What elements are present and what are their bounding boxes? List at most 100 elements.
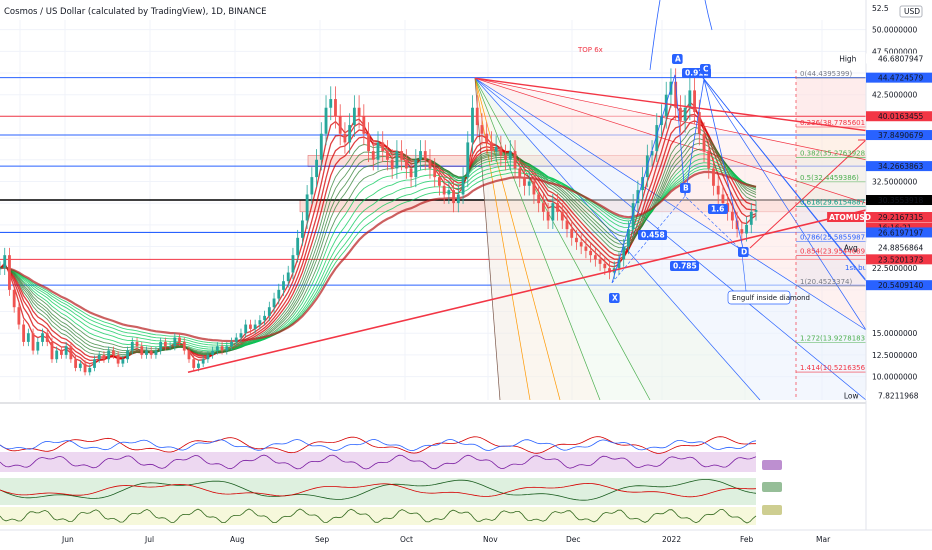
candle-body [97, 354, 101, 360]
projection-arrow [749, 139, 867, 249]
fan-line [474, 78, 601, 401]
candle-body [622, 246, 626, 260]
candle-body [362, 116, 366, 134]
candle-body [334, 99, 337, 117]
candle-body [537, 194, 541, 204]
candle-body [111, 350, 115, 355]
fib-label: 1.272(13.9278183) [800, 335, 868, 343]
candle-body [575, 237, 578, 243]
candle-body [211, 350, 215, 355]
candle-body [55, 350, 59, 360]
candle-body [149, 350, 153, 355]
candle-body [499, 146, 503, 156]
candle-body [730, 211, 734, 221]
candle-body [74, 359, 78, 368]
candle-body [220, 346, 224, 351]
price-axis[interactable] [866, 0, 932, 530]
ratio-xb-box [638, 230, 667, 240]
candle-body [584, 246, 588, 251]
x-tick-label: 2022 [662, 535, 681, 544]
candle-body [225, 346, 229, 351]
candle-body [593, 255, 597, 260]
candle-body [159, 341, 163, 351]
pattern-c-box [700, 64, 711, 74]
candle-body [168, 346, 172, 348]
fib-label: 0(44.4395399) [800, 70, 852, 78]
candle-body [201, 359, 205, 364]
candle-body [163, 341, 167, 347]
fan-line [701, 76, 867, 331]
candle-body [178, 337, 181, 342]
candle-body [286, 272, 290, 282]
candle-body [17, 307, 21, 325]
candle-body [277, 289, 281, 299]
candle-body [310, 177, 314, 195]
candle-body [702, 133, 706, 152]
ma-line [0, 168, 757, 344]
fib-label: 0.786(25.5855987) [800, 233, 868, 241]
candle-body [83, 363, 87, 373]
candle-body [485, 133, 489, 143]
candle-body [187, 350, 191, 360]
candle-body [291, 255, 295, 273]
ratio-bc: 0.912 [685, 69, 709, 78]
candle-body [447, 190, 451, 195]
candle-body [192, 359, 196, 368]
engulf-box [727, 290, 791, 305]
candle-body [135, 341, 139, 347]
fib-label: 0.236(38.7785601) [800, 119, 868, 127]
fan-line [474, 78, 651, 401]
candle-body [319, 133, 323, 160]
candle-body [688, 90, 692, 108]
fib-label: 1.414(10.5216356) [800, 364, 868, 372]
osc-band [0, 507, 756, 525]
price-marker-value: 20.5409140 [878, 281, 924, 290]
candle-body [461, 177, 465, 195]
x-tick-label: Dec [566, 535, 581, 544]
y-tick-label: 47.5000000 [872, 47, 918, 56]
osc-line-2 [0, 454, 757, 470]
price-marker-box [866, 242, 932, 253]
candle-body [126, 350, 129, 360]
candle-body [0, 268, 2, 270]
candle-body [508, 151, 512, 160]
fan-line [474, 77, 867, 161]
candle-body [371, 151, 375, 160]
candle-body [565, 220, 569, 230]
candle-body [655, 125, 659, 152]
trendline-support [187, 209, 867, 374]
candle-body [381, 142, 385, 152]
y-tick-label: 42.5000000 [872, 91, 918, 100]
osc-badge [762, 460, 782, 470]
candle-body [716, 185, 720, 195]
y-tick-label: 22.5000000 [872, 264, 918, 273]
price-marker-box [866, 195, 932, 206]
candle-body [678, 107, 682, 121]
fan-line [474, 78, 531, 401]
candle-body [556, 203, 559, 212]
candle-body [60, 350, 63, 355]
candle-body [338, 116, 342, 134]
candle-body [206, 354, 210, 360]
candle-body [182, 341, 186, 351]
price-marker-box [866, 227, 932, 238]
price-marker-value: 29.2167315 [878, 213, 924, 222]
engulf-label: Engulf inside diamond [732, 294, 810, 302]
candle-body [78, 363, 82, 368]
y-tick-label: 15.0000000 [872, 329, 918, 338]
currency-badge[interactable] [899, 5, 923, 18]
candle-body [541, 203, 545, 212]
fib-label: 0.382(35.2763928) [800, 149, 868, 157]
candle-body [749, 211, 753, 225]
ratio-xb: 0.458 [641, 231, 665, 240]
oscillator-panel[interactable]: 5004003002001000 [0, 402, 932, 530]
candle-body [315, 159, 318, 178]
top-annotation: TOP 6x [577, 46, 603, 54]
pattern-a: A [675, 55, 681, 64]
candle-body [376, 142, 380, 160]
fib-label: 0.5(32.4459386) [800, 174, 859, 182]
candle-body [683, 107, 687, 121]
osc-badge [762, 505, 782, 515]
fan-line [474, 77, 867, 401]
